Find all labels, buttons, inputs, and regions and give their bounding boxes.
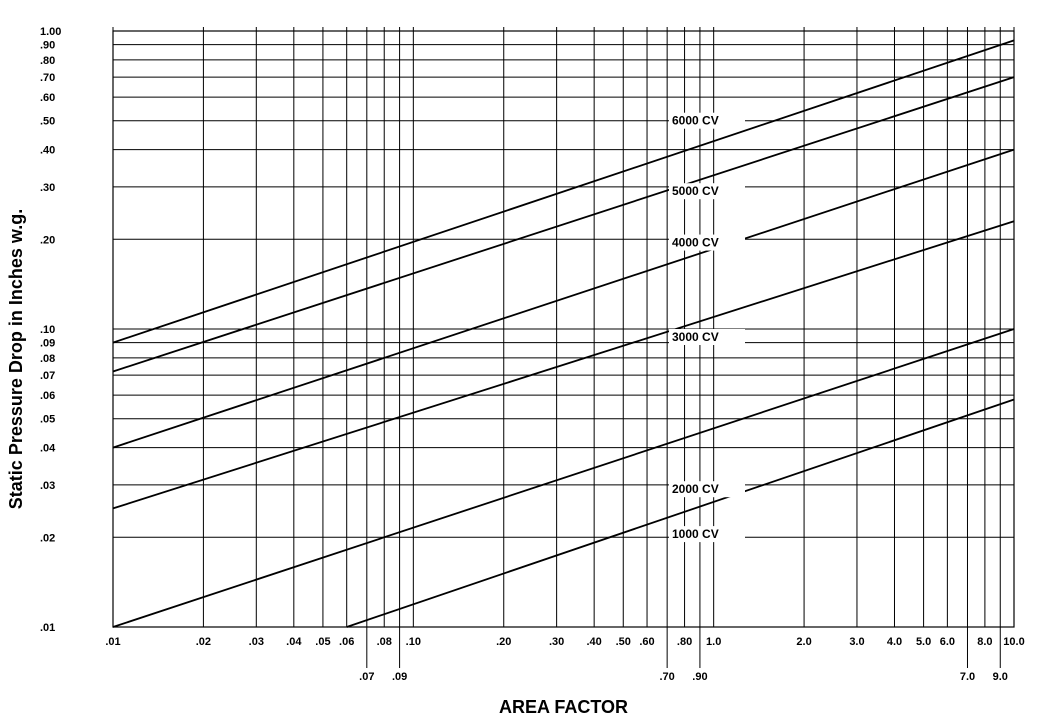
series-label: 1000 CV [672, 527, 719, 541]
x-tick-label: .60 [639, 636, 654, 648]
y-tick-label: .01 [40, 622, 55, 634]
x-tick-label: .04 [286, 636, 302, 648]
y-tick-label: .90 [40, 40, 55, 52]
y-tick-label: .60 [40, 92, 55, 104]
x-tick-label: .10 [406, 636, 421, 648]
series-label: 2000 CV [672, 482, 719, 496]
x-tick-label: 3.0 [849, 636, 864, 648]
series-label: 4000 CV [672, 236, 719, 250]
y-axis-title: Static Pressure Drop in Inches w.g. [6, 209, 26, 509]
series-label-backing [669, 234, 745, 251]
y-tick-label: 1.00 [40, 26, 61, 38]
x-tick-label: 7.0 [960, 671, 975, 683]
y-tick-label: .06 [40, 390, 55, 402]
y-tick-label: .03 [40, 480, 55, 492]
x-tick-label: .03 [249, 636, 264, 648]
x-tick-label: .20 [496, 636, 511, 648]
series-lines [112, 39, 1015, 628]
x-tick-label: 2.0 [796, 636, 811, 648]
series-line [346, 398, 1015, 628]
x-tick-label: .02 [196, 636, 211, 648]
x-tick-label: .40 [587, 636, 602, 648]
series-label-backing [669, 183, 745, 200]
y-tick-label: .04 [40, 443, 56, 455]
series-label-backing [669, 329, 745, 346]
x-tick-label: 5.0 [916, 636, 931, 648]
grid [112, 27, 1015, 628]
x-tick-label: 10.0 [1003, 636, 1024, 648]
y-tick-label: .40 [40, 145, 55, 157]
y-tick-label: .08 [40, 353, 55, 365]
series-line [112, 148, 1015, 449]
x-tick-label: 6.0 [940, 636, 955, 648]
x-tick-label: 4.0 [887, 636, 902, 648]
y-tick-label: .50 [40, 116, 55, 128]
x-tick-label: 8.0 [977, 636, 992, 648]
x-tick-label: .09 [392, 671, 407, 683]
series-label-backing [669, 112, 745, 129]
series-label-backing [669, 481, 745, 498]
series-label: 6000 CV [672, 114, 719, 128]
y-tick-label: .70 [40, 72, 55, 84]
x-tick-label: .07 [359, 671, 374, 683]
series-label: 5000 CV [672, 184, 719, 198]
series-line [112, 39, 1015, 344]
tick-labels: 1.00 .90 .80 .70 .60 .50 .40 .30 .20 .10 .09 .08 .07… [40, 26, 1025, 683]
x-tick-label: .05 [315, 636, 330, 648]
x-tick-label: .06 [339, 636, 354, 648]
y-tick-label: .09 [40, 338, 55, 350]
y-tick-label: .20 [40, 234, 55, 246]
y-tick-label: .05 [40, 414, 55, 426]
x-tick-label: .90 [692, 671, 707, 683]
series-line [112, 328, 1015, 628]
series-label-backing [669, 526, 745, 543]
x-tick-label: .70 [659, 671, 674, 683]
x-axis-title: AREA FACTOR [499, 697, 628, 717]
y-tick-label: .02 [40, 532, 55, 544]
series-label: 3000 CV [672, 330, 719, 344]
x-tick-label: .08 [377, 636, 392, 648]
y-tick-label: .30 [40, 182, 55, 194]
y-tick-label: .80 [40, 55, 55, 67]
x-tick-label: .01 [105, 636, 120, 648]
series-line [112, 76, 1015, 373]
series-labels: 6000 CV 5000 CV 4000 CV 3000 CV 2000 CV 1000 … [669, 112, 745, 543]
x-tick-label: .80 [677, 636, 692, 648]
x-tick-label: 1.0 [706, 636, 721, 648]
x-tick-label: .50 [616, 636, 631, 648]
x-tick-label: .30 [549, 636, 564, 648]
x-tick-label: 9.0 [993, 671, 1008, 683]
y-tick-label: .10 [40, 324, 55, 336]
y-tick-label: .07 [40, 370, 55, 382]
series-line [112, 220, 1015, 510]
